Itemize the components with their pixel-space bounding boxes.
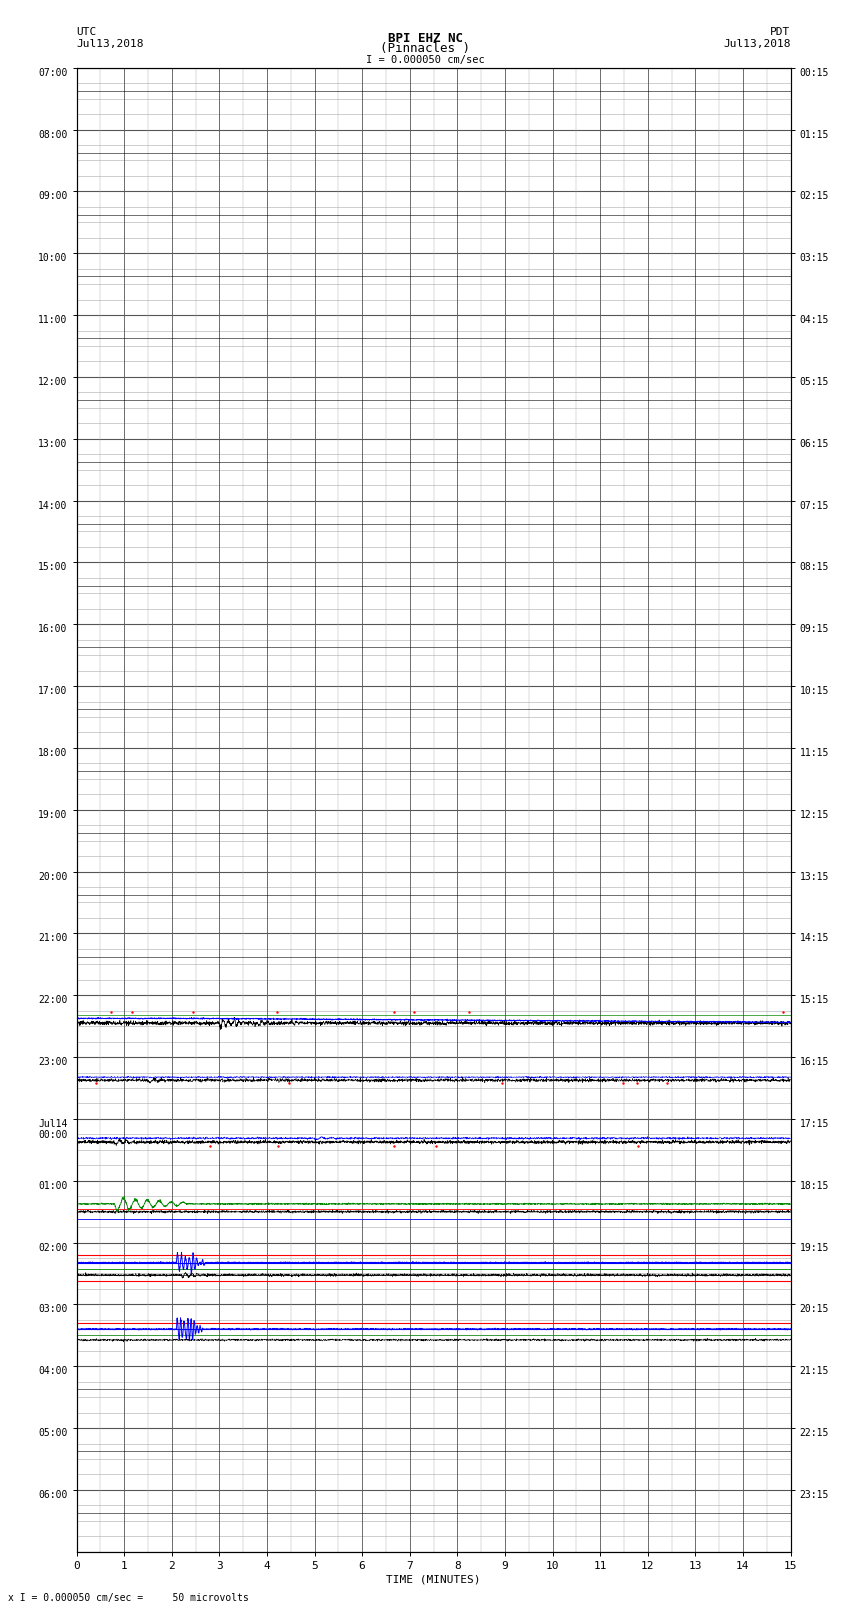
Text: UTC: UTC: [76, 27, 97, 37]
Text: x I = 0.000050 cm/sec =     50 microvolts: x I = 0.000050 cm/sec = 50 microvolts: [8, 1594, 249, 1603]
Text: Jul13,2018: Jul13,2018: [76, 39, 144, 48]
X-axis label: TIME (MINUTES): TIME (MINUTES): [386, 1574, 481, 1586]
Text: Jul13,2018: Jul13,2018: [723, 39, 791, 48]
Text: (Pinnacles ): (Pinnacles ): [380, 42, 470, 55]
Text: I = 0.000050 cm/sec: I = 0.000050 cm/sec: [366, 55, 484, 65]
Text: BPI EHZ NC: BPI EHZ NC: [388, 32, 462, 45]
Text: PDT: PDT: [770, 27, 790, 37]
